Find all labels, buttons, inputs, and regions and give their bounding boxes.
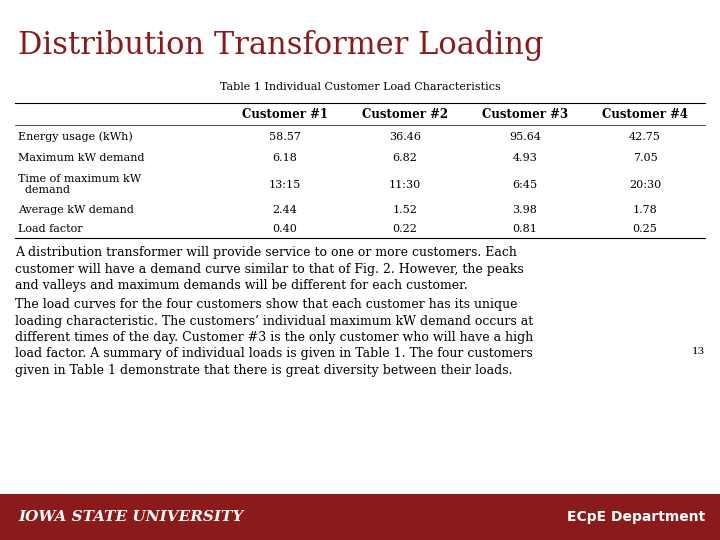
Text: Customer #1: Customer #1 xyxy=(242,107,328,120)
Text: Customer #2: Customer #2 xyxy=(362,107,448,120)
Text: 1.78: 1.78 xyxy=(633,205,657,215)
Text: 0.40: 0.40 xyxy=(273,224,297,233)
Text: 0.81: 0.81 xyxy=(513,224,537,233)
Text: 0.25: 0.25 xyxy=(633,224,657,233)
Text: Table 1 Individual Customer Load Characteristics: Table 1 Individual Customer Load Charact… xyxy=(220,82,500,92)
Text: 58.57: 58.57 xyxy=(269,132,301,141)
Text: Load factor: Load factor xyxy=(18,224,83,233)
Text: Energy usage (kWh): Energy usage (kWh) xyxy=(18,131,132,142)
Text: 7.05: 7.05 xyxy=(633,153,657,163)
Text: Customer #4: Customer #4 xyxy=(602,107,688,120)
Text: 6.82: 6.82 xyxy=(392,153,418,163)
Text: 13: 13 xyxy=(692,347,705,356)
Text: 36.46: 36.46 xyxy=(389,132,421,141)
Text: 20:30: 20:30 xyxy=(629,179,661,190)
Bar xyxy=(0,494,720,540)
Text: 13:15: 13:15 xyxy=(269,179,301,190)
Text: Distribution Transformer Loading: Distribution Transformer Loading xyxy=(18,30,544,61)
Text: 95.64: 95.64 xyxy=(509,132,541,141)
Text: Customer #3: Customer #3 xyxy=(482,107,568,120)
Text: Maximum kW demand: Maximum kW demand xyxy=(18,153,145,163)
Text: 1.52: 1.52 xyxy=(392,205,418,215)
Text: 2.44: 2.44 xyxy=(273,205,297,215)
Text: 6.18: 6.18 xyxy=(273,153,297,163)
Text: 6:45: 6:45 xyxy=(513,179,538,190)
Text: ECpE Department: ECpE Department xyxy=(567,510,705,524)
Text: 4.93: 4.93 xyxy=(513,153,537,163)
Text: The load curves for the four customers show that each customer has its unique
lo: The load curves for the four customers s… xyxy=(15,298,534,377)
Text: IOWA STATE UNIVERSITY: IOWA STATE UNIVERSITY xyxy=(18,510,243,524)
Text: 11:30: 11:30 xyxy=(389,179,421,190)
Text: A distribution transformer will provide service to one or more customers. Each
c: A distribution transformer will provide … xyxy=(15,246,523,292)
Text: 3.98: 3.98 xyxy=(513,205,537,215)
Text: 0.22: 0.22 xyxy=(392,224,418,233)
Text: 42.75: 42.75 xyxy=(629,132,661,141)
Text: Time of maximum kW
  demand: Time of maximum kW demand xyxy=(18,174,141,195)
Text: Average kW demand: Average kW demand xyxy=(18,205,134,215)
